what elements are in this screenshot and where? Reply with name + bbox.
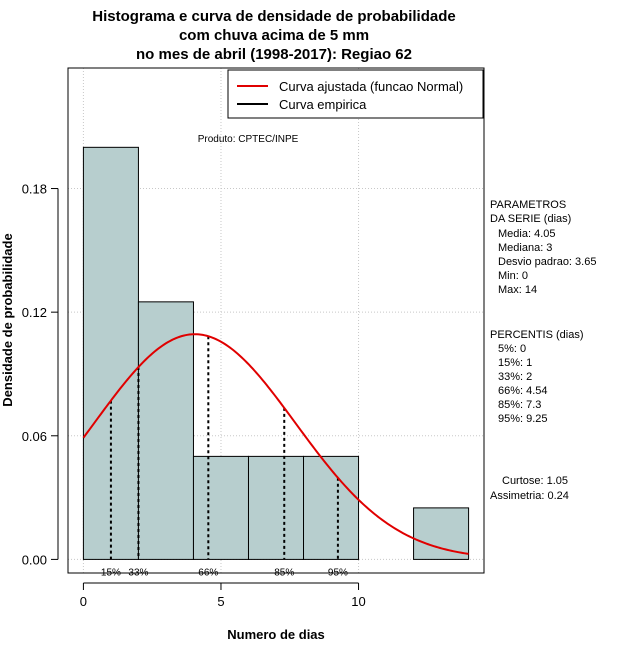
x-tick-label-2: 10 (351, 594, 365, 609)
x-axis: 0 5 10 (80, 582, 366, 609)
curtose-value: Curtose: 1.05 (502, 475, 568, 487)
param-media: Media: 4.05 (498, 228, 555, 240)
x-tick-label-0: 0 (80, 594, 87, 609)
percentis-title: PERCENTIS (dias) (490, 329, 584, 341)
chart-title-line-2: com chuva acima de 5 mm (179, 27, 369, 44)
assimetria-value: Assimetria: 0.24 (490, 490, 569, 502)
params-title-2: DA SERIE (dias) (490, 213, 571, 225)
percentil-15: 15%: 1 (498, 357, 532, 369)
side-panel: PARAMETROS DA SERIE (dias) Media: 4.05 M… (490, 199, 596, 502)
y-axis: 0.00 0.06 0.12 0.18 (22, 182, 59, 567)
params-title-1: PARAMETROS (490, 199, 566, 211)
histogram-bar-2 (192, 455, 249, 560)
histogram-bar-4 (303, 455, 360, 560)
legend-label-empirical: Curva empirica (279, 97, 367, 112)
legend-label-normal: Curva ajustada (funcao Normal) (279, 79, 463, 94)
y-axis-title: Densidade de probabilidade (0, 233, 15, 406)
y-tick-label-0: 0.00 (22, 552, 47, 567)
percentil-95: 95%: 9.25 (498, 413, 548, 425)
legend-box (227, 69, 484, 119)
x-tick-label-1: 5 (217, 594, 224, 609)
percentile-lines (109, 336, 339, 560)
percentil-5: 5%: 0 (498, 343, 526, 355)
legend: Curva ajustada (funcao Normal) Curva emp… (227, 69, 484, 119)
histogram-bar-6 (413, 507, 470, 560)
y-tick-label-2: 0.12 (22, 305, 47, 320)
histogram-bars (82, 146, 470, 560)
percentil-85: 85%: 7.3 (498, 399, 541, 411)
chart-title-line-3: no mes de abril (1998-2017): Regiao 62 (136, 46, 412, 63)
percentil-66: 66%: 4.54 (498, 385, 548, 397)
percentil-33: 33%: 2 (498, 371, 532, 383)
param-min: Min: 0 (498, 270, 528, 282)
histogram-bar-3 (247, 455, 305, 560)
y-tick-label-1: 0.06 (22, 429, 47, 444)
x-axis-title: Numero de dias (227, 627, 325, 642)
param-mediana: Mediana: 3 (498, 242, 552, 254)
chart-title-line-1: Histograma e curva de densidade de proba… (92, 8, 455, 25)
product-annotation: Produto: CPTEC/INPE (198, 134, 299, 145)
param-max: Max: 14 (498, 284, 537, 296)
histogram-bar-1 (137, 301, 194, 560)
y-tick-label-3: 0.18 (22, 182, 47, 197)
plot-frame (67, 67, 485, 574)
param-desvio: Desvio padrao: 3.65 (498, 256, 596, 268)
normal-fit-curve (82, 333, 469, 555)
